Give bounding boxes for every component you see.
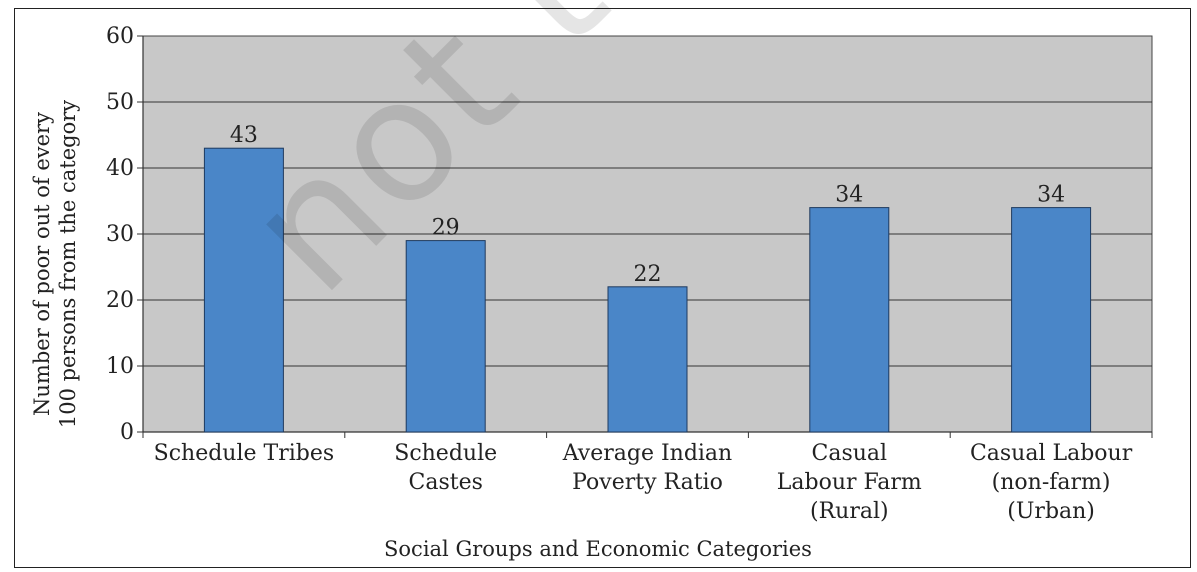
bar (1011, 207, 1092, 433)
x-tick-label: Castes (409, 470, 483, 495)
data-label: 22 (634, 262, 662, 287)
x-tick-label: Labour Farm (777, 470, 922, 495)
x-axis-title: Social Groups and Economic Categories (384, 537, 812, 561)
x-tick-label: (Urban) (1007, 499, 1095, 524)
y-tick-label: 30 (106, 222, 134, 247)
bar (809, 207, 890, 433)
x-tick-label: Casual Labour (970, 441, 1133, 466)
x-tick-label: Casual (812, 441, 888, 466)
bar (203, 147, 284, 433)
y-tick-label: 0 (120, 420, 134, 445)
y-tick-label: 40 (106, 156, 134, 181)
bar (607, 286, 688, 433)
data-label: 29 (432, 216, 460, 241)
x-tick-label: Average Indian (562, 441, 732, 466)
data-label: 43 (230, 123, 258, 148)
x-tick-label: (non-farm) (992, 470, 1111, 495)
bar (405, 240, 486, 433)
x-tick-label: (Rural) (810, 499, 889, 524)
y-tick-label: 10 (106, 354, 134, 379)
data-label: 34 (835, 183, 863, 208)
data-label: 34 (1037, 183, 1065, 208)
y-tick-label: 20 (106, 288, 134, 313)
y-axis-title: Number of poor out of every (30, 112, 54, 416)
y-tick-label: 60 (106, 24, 134, 49)
x-tick-label: Poverty Ratio (572, 470, 723, 495)
x-tick-label: Schedule (394, 441, 497, 466)
x-tick-label: Schedule Tribes (154, 441, 335, 466)
y-tick-label: 50 (106, 90, 134, 115)
y-axis-title: 100 persons from the category (56, 100, 80, 428)
